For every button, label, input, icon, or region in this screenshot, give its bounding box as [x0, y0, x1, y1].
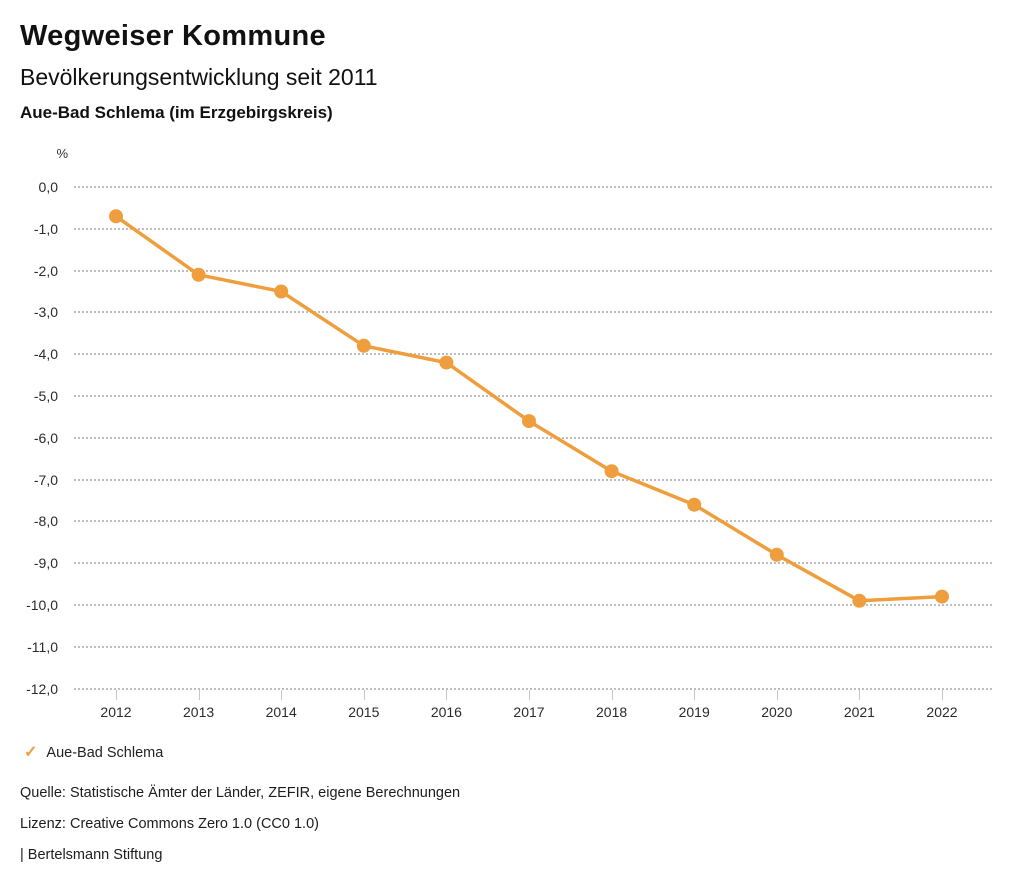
x-axis-tick: [529, 690, 530, 700]
gridline: [74, 562, 992, 565]
series-line: [114, 214, 944, 603]
attribution-line: | Bertelsmann Stiftung: [20, 847, 163, 863]
x-axis-tick: [198, 690, 200, 700]
y-axis-tick-label: -2,0: [33, 262, 58, 279]
data-point-2019[interactable]: [687, 497, 702, 512]
y-axis-tick-label: -7,0: [33, 471, 58, 488]
y-axis-tick-label: -8,0: [33, 513, 58, 530]
y-axis-tick-label: -3,0: [33, 304, 58, 321]
y-axis-tick-label: -11,0: [27, 638, 58, 655]
data-point-2013[interactable]: [191, 267, 206, 282]
x-axis-tick-label: 2020: [761, 704, 793, 720]
x-axis-tick-label: 2012: [100, 704, 132, 720]
x-axis-tick-label: 2015: [348, 704, 380, 720]
y-axis-tick-label: 0,0: [38, 179, 58, 195]
x-axis-tick: [694, 690, 696, 700]
gridline: [74, 269, 992, 272]
data-point-2021[interactable]: [852, 593, 867, 608]
gridline: [74, 311, 992, 314]
gridline: [74, 395, 992, 397]
x-axis-tick: [116, 690, 117, 700]
x-axis-tick: [942, 690, 943, 700]
x-axis-tick: [446, 690, 448, 700]
x-axis-tick-label: 2017: [513, 704, 545, 720]
source-line: Quelle: Statistische Ämter der Länder, Z…: [20, 785, 461, 801]
license-line: Lizenz: Creative Commons Zero 1.0 (CC0 1…: [20, 816, 319, 832]
legend-item-aue-bad-schlema[interactable]: ✓ Aue-Bad Schlema: [24, 744, 164, 762]
check-icon: ✓: [24, 744, 38, 761]
legend-item-label: Aue-Bad Schlema: [46, 745, 164, 761]
gridline: [74, 186, 992, 188]
data-point-2018[interactable]: [604, 464, 619, 479]
y-axis-tick-label: -12,0: [26, 680, 58, 697]
chart-region-subtitle: Aue-Bad Schlema (im Erzgebirgskreis): [20, 103, 333, 122]
x-axis-tick-label: 2022: [926, 704, 958, 720]
data-point-2016[interactable]: [439, 355, 454, 370]
y-axis-tick-label: -6,0: [33, 429, 58, 446]
y-axis-unit-label: %: [56, 146, 68, 161]
y-axis-tick-label: -10,0: [26, 597, 58, 613]
x-axis-tick-label: 2019: [678, 704, 710, 720]
x-axis-tick-label: 2018: [596, 704, 628, 720]
data-point-2012[interactable]: [109, 209, 123, 224]
x-axis-tick: [611, 690, 613, 700]
y-axis-tick-label: -5,0: [33, 388, 58, 404]
legend: ✓ Aue-Bad Schlema: [24, 744, 164, 762]
gridline: [74, 353, 992, 356]
y-axis-tick-label: -1,0: [33, 220, 58, 237]
x-axis-tick: [859, 690, 861, 700]
x-axis-tick-label: 2016: [430, 704, 462, 720]
x-axis-tick-label: 2021: [843, 704, 875, 720]
y-axis-tick-label: -9,0: [33, 555, 58, 572]
data-point-2015[interactable]: [356, 338, 371, 353]
gridline: [74, 520, 992, 523]
gridline: [74, 436, 992, 439]
y-axis-tick-label: -4,0: [33, 346, 58, 363]
data-point-2017[interactable]: [522, 414, 536, 429]
data-point-2020[interactable]: [769, 547, 784, 562]
gridline: [74, 687, 992, 690]
chart-title: Bevölkerungsentwicklung seit 2011: [20, 64, 378, 90]
gridline: [74, 604, 992, 606]
x-axis-tick-label: 2013: [183, 704, 215, 720]
data-point-2014[interactable]: [274, 284, 289, 299]
gridline: [74, 227, 992, 230]
x-axis-tick-label: 2014: [265, 704, 297, 720]
app-title: Wegweiser Kommune: [20, 20, 326, 52]
data-point-2022[interactable]: [935, 589, 949, 604]
x-axis-tick: [363, 690, 365, 700]
gridline: [74, 645, 992, 648]
x-axis-tick: [776, 690, 778, 700]
x-axis-tick: [281, 690, 283, 700]
gridline: [74, 478, 992, 481]
